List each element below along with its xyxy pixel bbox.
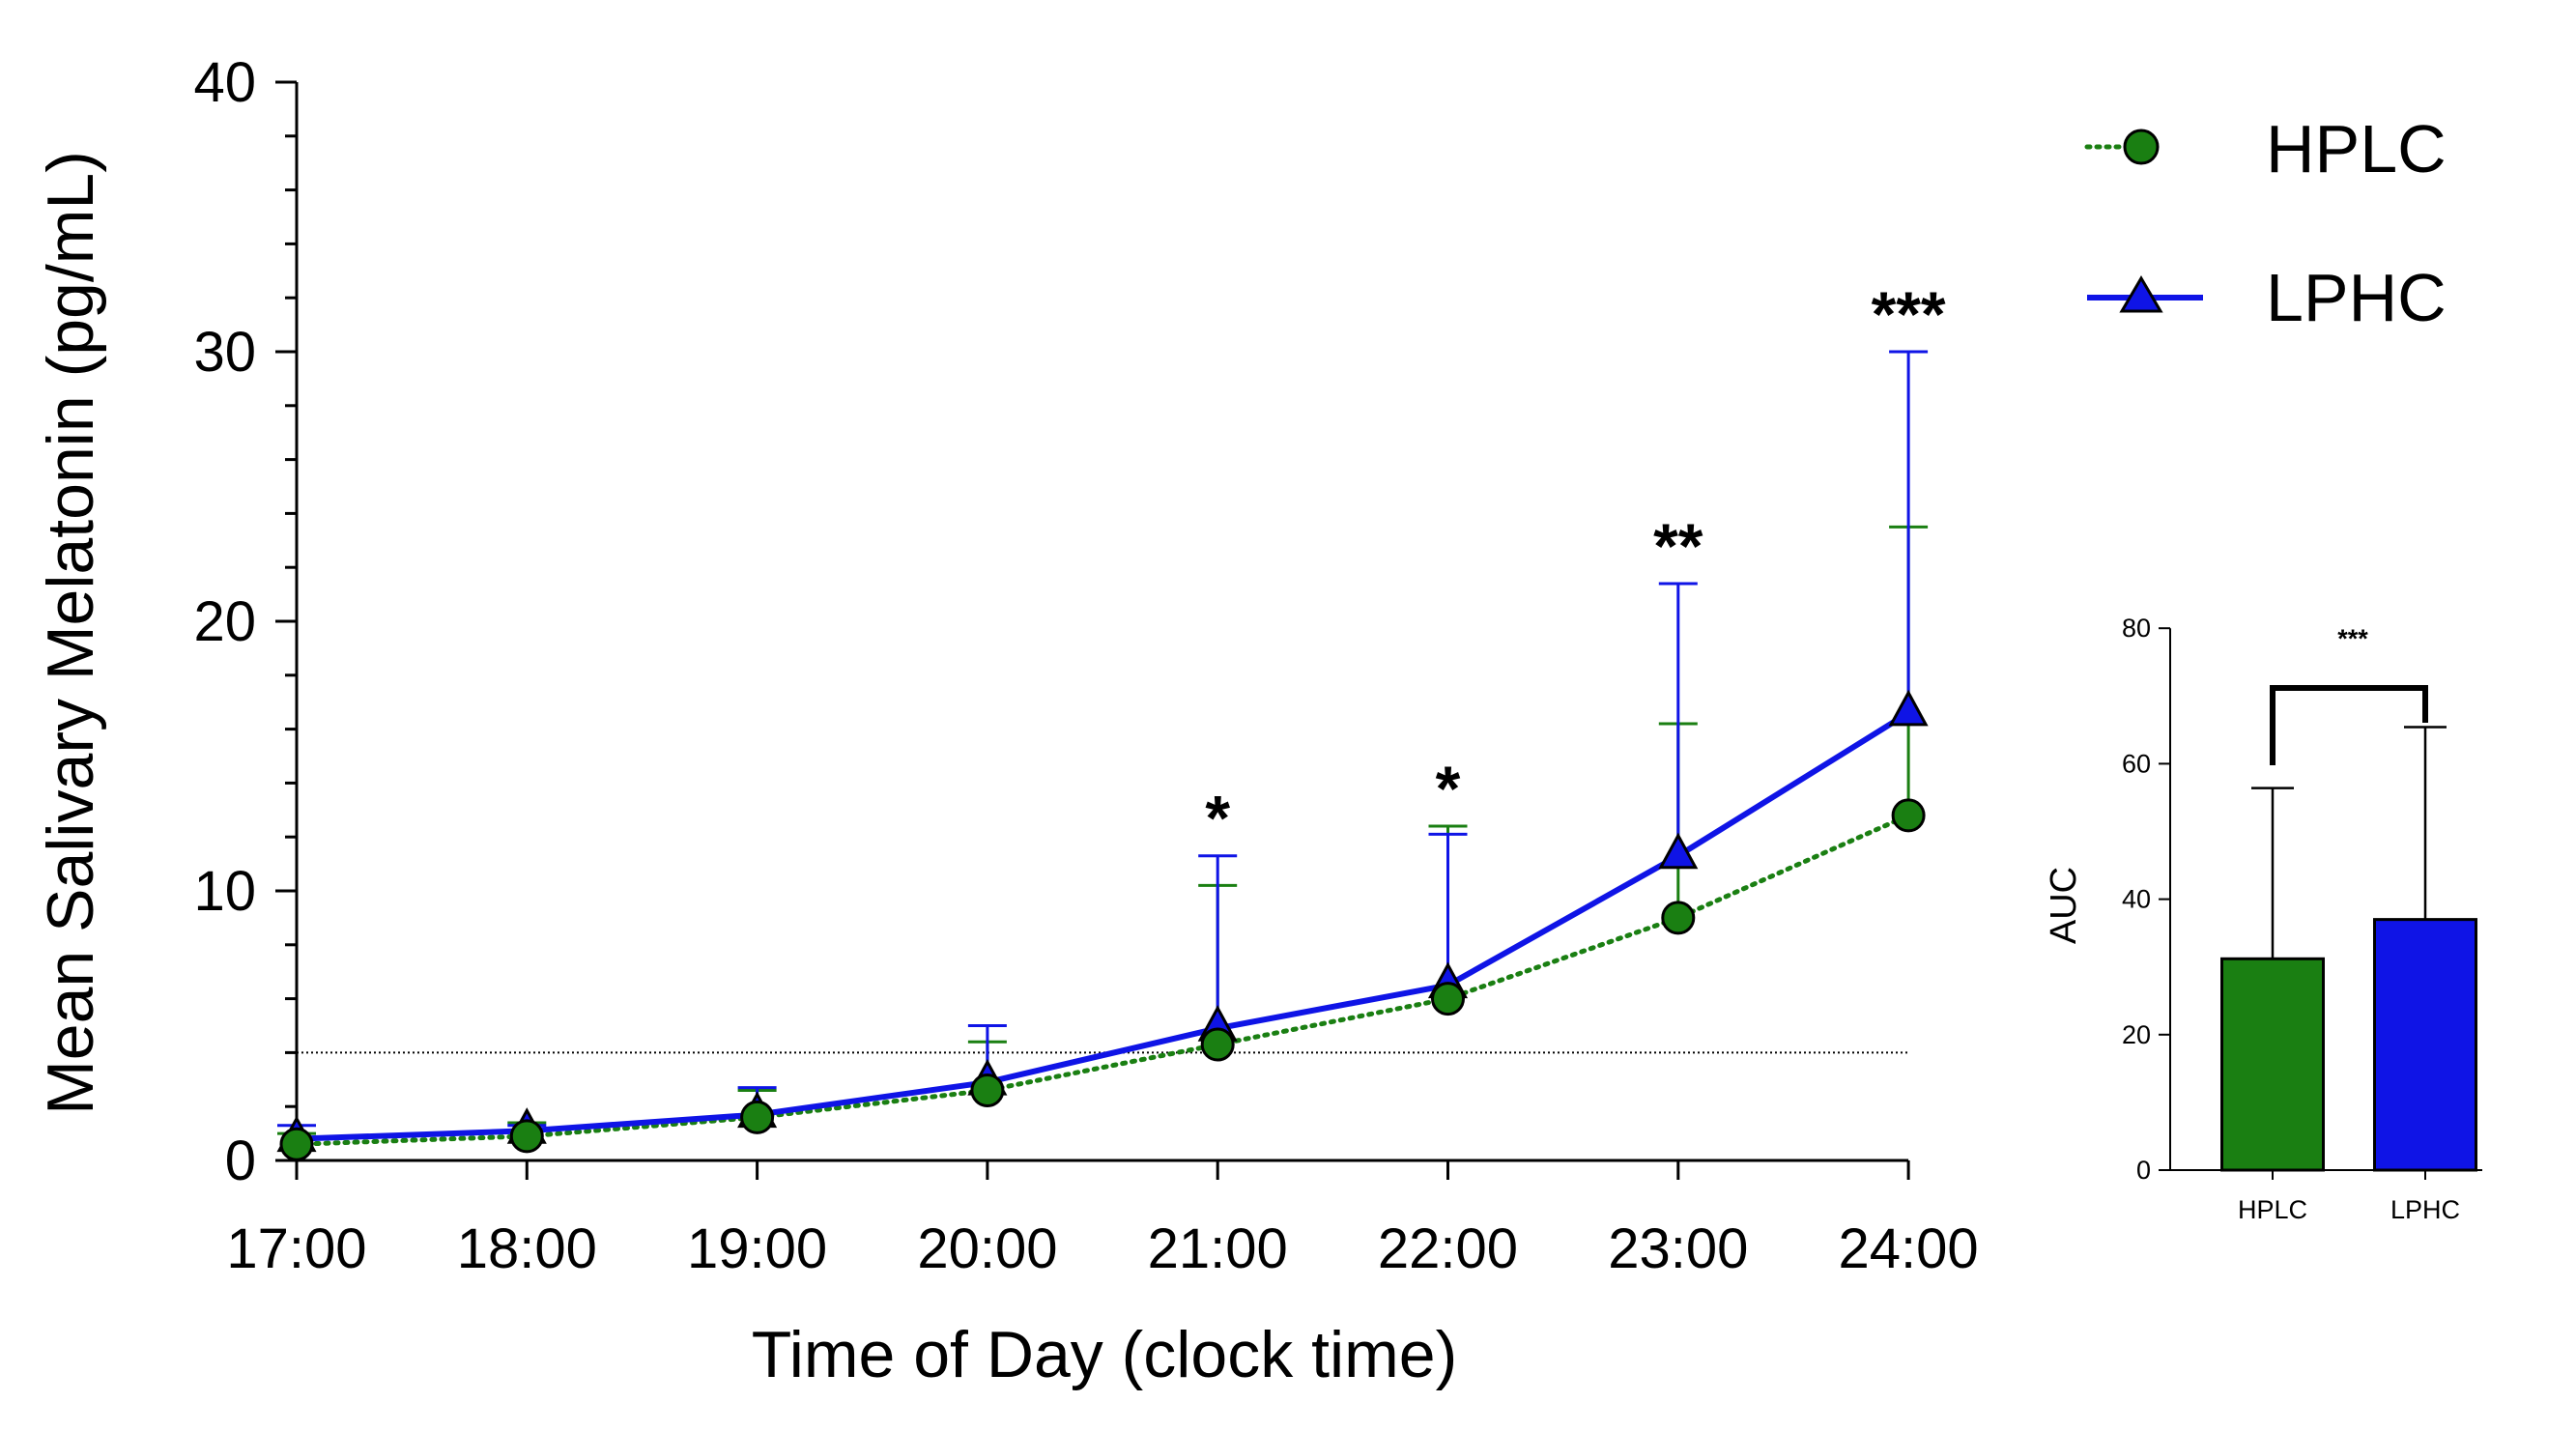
hplc-point xyxy=(279,1127,314,1161)
inset-y-tick-label: 80 xyxy=(2122,614,2151,643)
series-lines xyxy=(294,710,1911,1147)
main-axes: 0 10 20 30 40 17:00 18:00 19:00 20:00 21:00 22:00 2… xyxy=(193,51,1978,1280)
legend-item-hplc: HPLC xyxy=(2084,111,2447,186)
lphc-point xyxy=(1658,832,1699,870)
lphc-point xyxy=(1888,689,1929,727)
legend-hplc-label: HPLC xyxy=(2266,111,2447,186)
x-tick-label: 17:00 xyxy=(226,1217,366,1280)
legend-lphc-label: LPHC xyxy=(2266,260,2447,335)
legend-lphc-marker xyxy=(2119,275,2163,313)
inset-y-tick-label: 20 xyxy=(2122,1020,2151,1049)
x-tick-label: 18:00 xyxy=(457,1217,597,1280)
y-tick-label: 10 xyxy=(193,860,256,923)
hplc-auc-bar xyxy=(2220,957,2325,1172)
hplc-point xyxy=(1431,982,1465,1016)
inset-y-axis-title: AUC xyxy=(2044,867,2084,944)
inset-significance-label: *** xyxy=(2337,624,2368,653)
lphc-series-line xyxy=(296,710,1910,1142)
legend: HPLC LPHC xyxy=(2084,111,2447,335)
x-tick-label: 23:00 xyxy=(1608,1217,1748,1280)
x-tick-label: 21:00 xyxy=(1148,1217,1288,1280)
inset-significance: *** xyxy=(2270,624,2428,765)
hplc-point xyxy=(1200,1027,1235,1062)
x-tick-label: 19:00 xyxy=(687,1217,827,1280)
legend-item-lphc: LPHC xyxy=(2087,260,2447,335)
inset-y-tick-label: 40 xyxy=(2122,885,2151,914)
significance-bracket xyxy=(2270,685,2428,765)
hplc-point xyxy=(740,1100,775,1134)
x-tick-label: 24:00 xyxy=(1839,1217,1979,1280)
legend-hplc-marker xyxy=(2123,129,2160,165)
x-axis-title: Time of Day (clock time) xyxy=(752,1318,1457,1391)
hplc-point xyxy=(1891,798,1926,833)
inset-x-tick-label: LPHC xyxy=(2390,1195,2460,1224)
hplc-series-line xyxy=(294,813,1911,1147)
auc-bar-chart: AUC 0 20 40 60 80 HPLC LPHC *** xyxy=(2044,614,2482,1224)
hplc-point xyxy=(509,1119,544,1154)
significance-marks: * ****** xyxy=(1205,278,1946,854)
x-tick-label: 22:00 xyxy=(1378,1217,1518,1280)
y-tick-label: 40 xyxy=(193,51,256,114)
lphc-auc-bar xyxy=(2373,918,2477,1172)
x-tick-label: 20:00 xyxy=(917,1217,1057,1280)
significance-label: *** xyxy=(1872,278,1946,350)
inset-x-tick-label: HPLC xyxy=(2238,1195,2307,1224)
series-markers xyxy=(276,689,1929,1161)
y-tick-label: 30 xyxy=(193,321,256,384)
hplc-point xyxy=(970,1073,1005,1107)
y-tick-label: 0 xyxy=(225,1130,256,1192)
main-line-chart: Mean Salivary Melatonin (pg/mL) Time of … xyxy=(34,51,1979,1391)
significance-label: ** xyxy=(1653,510,1703,582)
inset-bars: HPLC LPHC xyxy=(2220,726,2477,1224)
error-bars xyxy=(277,350,1929,1145)
inset-y-tick-label: 0 xyxy=(2136,1156,2151,1185)
significance-label: * xyxy=(1436,753,1461,824)
y-axis-title: Mean Salivary Melatonin (pg/mL) xyxy=(34,151,107,1115)
hplc-point xyxy=(1661,901,1696,935)
inset-y-tick-label: 60 xyxy=(2122,749,2151,778)
significance-label: * xyxy=(1205,783,1230,854)
y-tick-label: 20 xyxy=(193,590,256,653)
